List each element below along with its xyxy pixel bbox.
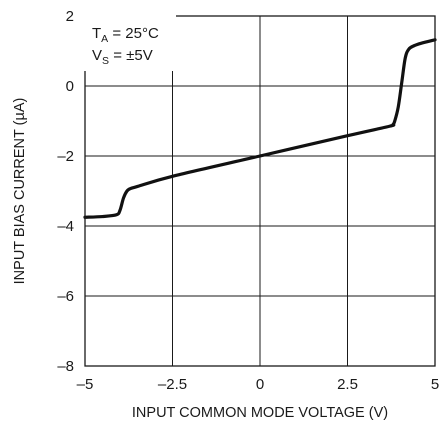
tick-labels: –5 –2.5 0 2.5 5 2 0 –2 –4 –6 –8 [57, 8, 439, 393]
x-axis-title: INPUT COMMON MODE VOLTAGE (V) [132, 405, 388, 421]
curve-layer [83, 38, 437, 219]
y-tick-label-4: –6 [57, 288, 74, 305]
x-tick-label-2: 0 [256, 376, 264, 393]
temperature-annotation: TA = 25°C [92, 25, 159, 45]
bias-current-curve-0 [83, 38, 437, 219]
plot-frame [84, 15, 436, 367]
y-tick-label-5: –8 [57, 358, 74, 375]
x-tick-label-0: –5 [77, 376, 94, 393]
x-tick-label-1: –2.5 [158, 376, 187, 393]
x-tick-label-4: 5 [431, 376, 439, 393]
supply-annotation: VS = ±5V [92, 47, 153, 67]
y-tick-label-1: 0 [66, 78, 74, 95]
x-tick-label-3: 2.5 [337, 376, 358, 393]
annotation-box [84, 15, 176, 71]
y-axis-title: INPUT BIAS CURRENT (µA) [12, 98, 28, 285]
y-tick-label-3: –4 [57, 218, 74, 235]
y-tick-label-0: 2 [66, 8, 74, 25]
plot-border [84, 15, 436, 367]
y-tick-label-2: –2 [57, 148, 74, 165]
